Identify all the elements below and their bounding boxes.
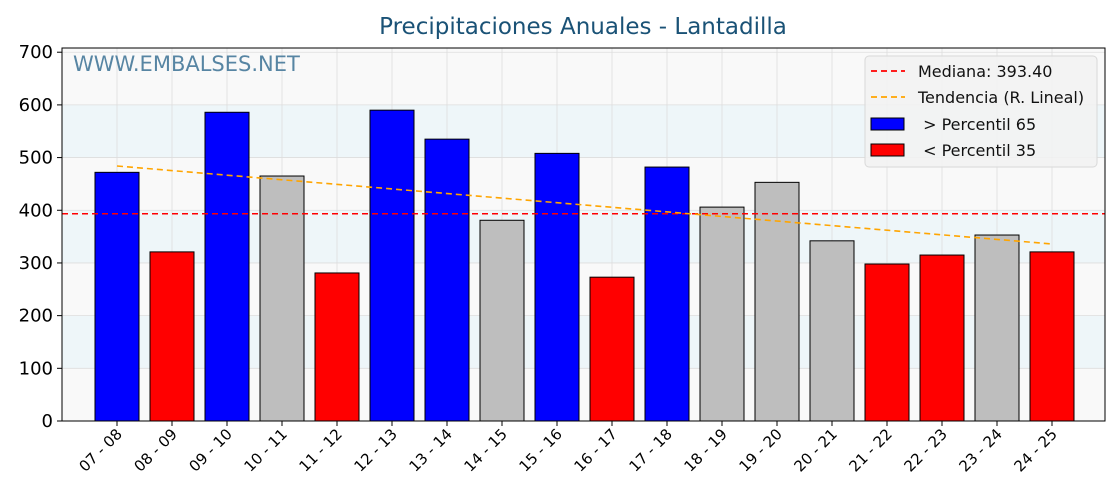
x-tick-label: 24 - 25 <box>1011 425 1061 475</box>
y-tick-label: 700 <box>19 42 53 63</box>
x-tick-label: 15 - 16 <box>516 425 566 475</box>
bar-23-24 <box>974 234 1020 422</box>
bar-19-20 <box>754 181 800 422</box>
y-tick-label: 500 <box>19 148 53 169</box>
legend: Mediana: 393.40 Tendencia (R. Lineal) > … <box>864 55 1098 168</box>
bar-08-09 <box>149 251 195 422</box>
bar-21-22 <box>864 263 910 422</box>
legend-median-label: Mediana: 393.40 <box>918 62 1052 81</box>
x-tick-label: 07 - 08 <box>76 425 126 475</box>
y-tick-label: 600 <box>19 95 53 116</box>
bar-18-19 <box>699 206 745 422</box>
bar-20-21 <box>809 240 855 422</box>
watermark: WWW.EMBALSES.NET <box>73 52 300 76</box>
chart-title: Precipitaciones Anuales - Lantadilla <box>379 14 787 40</box>
x-tick-label: 16 - 17 <box>571 425 621 475</box>
bar-11-12 <box>314 272 360 422</box>
bar-14-15 <box>479 219 525 422</box>
x-tick-label: 21 - 22 <box>846 425 896 475</box>
trend-line <box>116 165 1053 245</box>
x-tick-label: 13 - 14 <box>406 425 456 475</box>
x-tick-label: 19 - 20 <box>736 425 786 475</box>
bar-10-11 <box>259 175 305 422</box>
bar-12-13 <box>369 109 415 422</box>
legend-trend-label: Tendencia (R. Lineal) <box>917 88 1084 107</box>
x-tick-label: 17 - 18 <box>626 425 676 475</box>
bar-16-17 <box>589 276 635 422</box>
legend-low-label: < Percentil 35 <box>918 141 1036 160</box>
bar-15-16 <box>534 152 580 422</box>
plot-frame <box>61 47 1106 422</box>
bar-13-14 <box>424 138 470 422</box>
x-tick-label: 18 - 19 <box>681 425 731 475</box>
y-tick-label: 300 <box>19 253 53 274</box>
x-tick-label: 11 - 12 <box>296 425 346 475</box>
bar-17-18 <box>644 166 690 422</box>
legend-high-swatch <box>870 117 905 131</box>
y-tick-label: 100 <box>19 358 53 379</box>
bar-22-23 <box>919 254 965 422</box>
x-tick-label: 12 - 13 <box>351 425 401 475</box>
y-tick-label: 400 <box>19 200 53 221</box>
x-tick-label: 08 - 09 <box>131 425 181 475</box>
bar-09-10 <box>204 111 250 422</box>
x-tick-label: 14 - 15 <box>461 425 511 475</box>
x-tick-label: 10 - 11 <box>241 425 291 475</box>
y-tick-label: 200 <box>19 306 53 327</box>
x-tick-label: 23 - 24 <box>956 425 1006 475</box>
legend-low-swatch <box>870 143 905 157</box>
x-tick-label: 09 - 10 <box>186 425 236 475</box>
y-tick-label: 0 <box>42 411 53 432</box>
bar-24-25 <box>1029 251 1075 422</box>
x-tick-label: 22 - 23 <box>901 425 951 475</box>
bar-07-08 <box>94 171 140 422</box>
x-tick-label: 20 - 21 <box>791 425 841 475</box>
legend-high-label: > Percentil 65 <box>918 115 1036 134</box>
